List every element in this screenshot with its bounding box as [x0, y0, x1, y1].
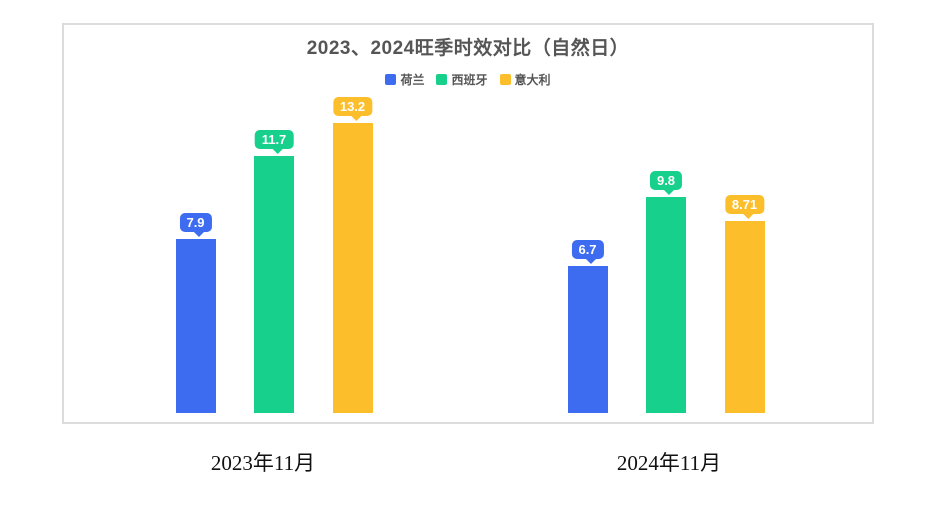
legend-item-netherlands[interactable]: 荷兰 — [385, 71, 424, 88]
legend-item-italy[interactable]: 意大利 — [499, 71, 551, 88]
value-bubble-spain-2023-11: 11.7 — [254, 130, 294, 154]
legend-label-spain: 西班牙 — [451, 73, 488, 87]
bar-spain-2024-11 — [646, 197, 686, 413]
chart-plot-area: 7.9 6.7 11.7 9.8 13.2 8.71 — [64, 33, 872, 413]
value-bubble-italy-2023-11: 13.2 — [332, 97, 373, 121]
chart-title: 2023、2024旺季时效对比（自然日） — [306, 38, 630, 59]
value-bubble-netherlands-2024-11: 6.7 — [571, 240, 604, 264]
x-axis-label-2023-11: 2023年11月 — [210, 451, 316, 475]
legend-label-netherlands: 荷兰 — [400, 73, 425, 87]
value-bubble-spain-2024-11: 9.8 — [649, 171, 683, 195]
value-bubble-italy-2024-11: 8.71 — [724, 195, 765, 219]
legend-item-spain[interactable]: 西班牙 — [436, 71, 488, 88]
bar-italy-2023-11 — [332, 123, 373, 413]
chart-card: 2023、2024旺季时效对比（自然日） 荷兰 西班牙 意大利 7.9 6.7 11… — [62, 23, 874, 424]
legend-label-italy: 意大利 — [514, 73, 551, 87]
x-axis-label-2024-11: 2024年11月 — [616, 451, 722, 475]
bar-spain-2023-11 — [254, 156, 294, 413]
chart-legend: 荷兰 西班牙 意大利 — [64, 71, 872, 88]
bar-italy-2024-11 — [724, 221, 765, 413]
legend-swatch-netherlands — [385, 74, 397, 85]
bar-netherlands-2024-11 — [567, 266, 608, 413]
legend-swatch-spain — [436, 74, 448, 85]
value-bubble-netherlands-2023-11: 7.9 — [179, 213, 212, 237]
bar-netherlands-2023-11 — [175, 239, 216, 413]
legend-swatch-italy — [499, 74, 511, 85]
